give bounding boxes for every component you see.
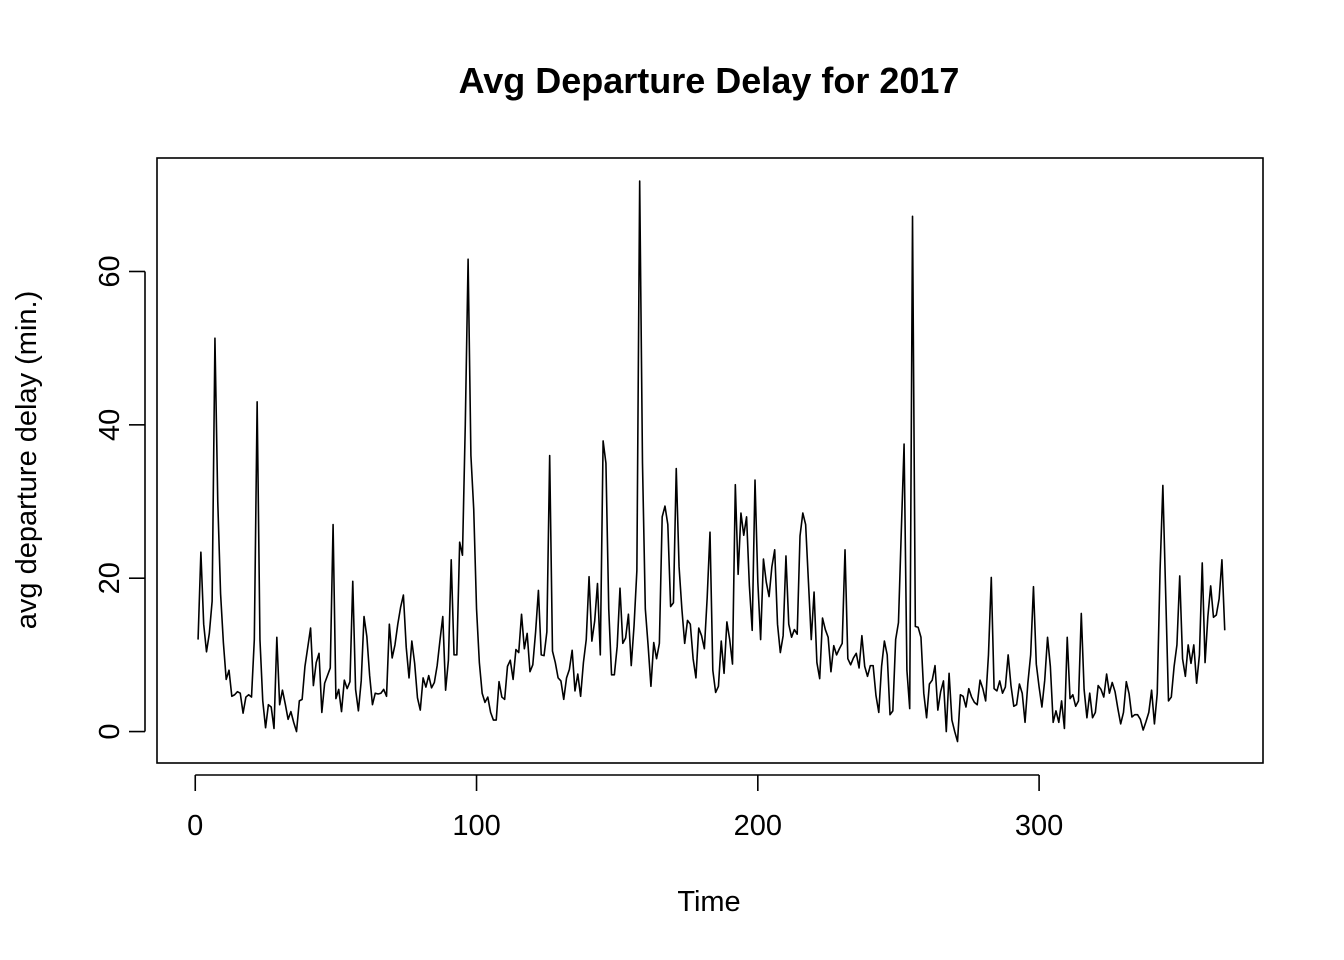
- series-layer: [197, 180, 1226, 743]
- x-tick-label: 300: [1015, 810, 1063, 842]
- x-axis: 0 100 200 300: [187, 774, 1063, 842]
- x-axis-label: Time: [677, 886, 740, 918]
- y-tick-label: 20: [94, 562, 126, 594]
- x-tick-label: 200: [734, 810, 782, 842]
- y-tick-label: 40: [94, 409, 126, 441]
- x-tick-label: 0: [187, 810, 203, 842]
- y-axis: 0 20 40 60: [94, 255, 146, 740]
- plot-frame: [156, 157, 1264, 764]
- y-tick-label: 0: [94, 723, 126, 739]
- chart-title: Avg Departure Delay for 2017: [459, 60, 960, 101]
- x-tick-label: 100: [452, 810, 500, 842]
- y-tick-label: 60: [94, 255, 126, 287]
- series-line: [197, 180, 1226, 743]
- y-axis-label: avg departure delay (min.): [11, 291, 43, 630]
